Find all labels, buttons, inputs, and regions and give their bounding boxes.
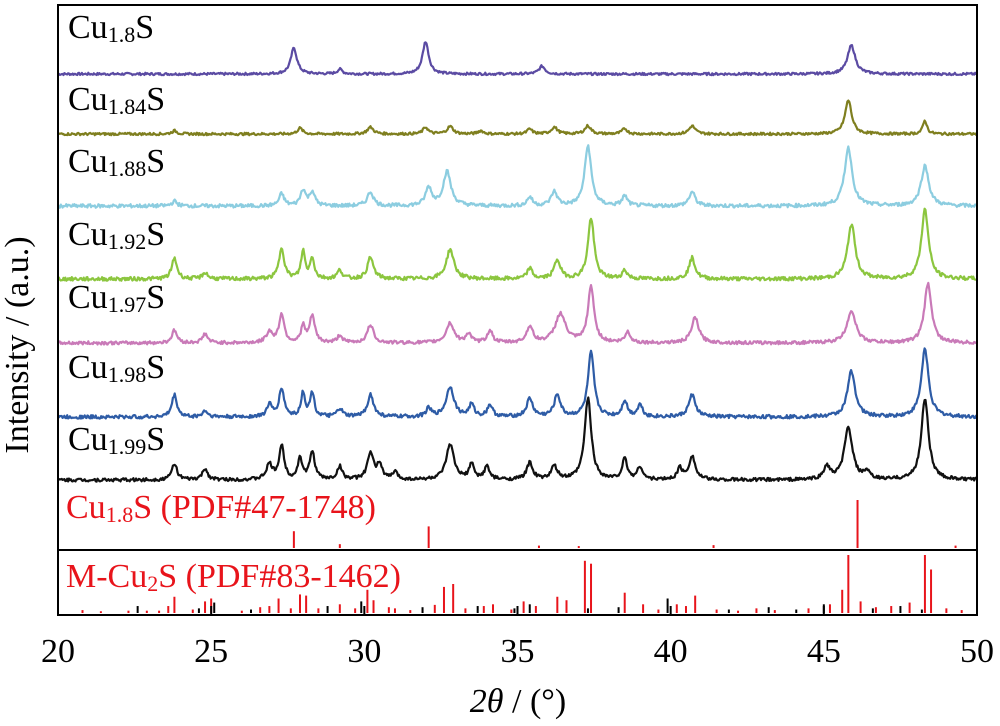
reference-label-0: Cu1.8S (PDF#47-1748) (66, 489, 376, 527)
x-axis-label: 2θ / (°) (470, 683, 566, 720)
series-label-base: Cu (68, 421, 108, 458)
series-line-1 (57, 99, 979, 137)
series-label-base: Cu (68, 349, 108, 386)
series-label-base: Cu (68, 9, 108, 46)
reference-label-tail: S (PDF#47-1748) (133, 489, 376, 526)
x-axis-label-italic: 2θ (470, 683, 504, 720)
x-tick-label-2: 30 (347, 633, 381, 670)
series-label-2: Cu1.88S (68, 143, 165, 181)
series-labels: Cu1.8SCu1.84SCu1.88SCu1.92SCu1.97SCu1.98… (68, 9, 165, 459)
series-label-sub: 1.88 (108, 156, 147, 181)
series-line-5 (57, 347, 978, 420)
series-label-sub: 1.84 (108, 94, 147, 119)
reference-label-sub: 2 (147, 571, 158, 596)
series-line-6 (57, 396, 978, 483)
series-label-tail: S (135, 9, 154, 46)
series-label-3: Cu1.92S (68, 216, 165, 254)
series-line-0 (57, 41, 978, 77)
series-label-4: Cu1.97S (68, 279, 165, 317)
series-line-3 (57, 207, 978, 282)
series-label-sub: 1.99 (108, 434, 147, 459)
series-label-1: Cu1.84S (68, 81, 165, 119)
series-label-base: Cu (68, 81, 108, 118)
x-axis-ticks: 20 25 30 35 40 45 50 (41, 606, 994, 670)
series-label-6: Cu1.99S (68, 421, 165, 459)
reference-label-base: M-Cu (66, 558, 147, 595)
reference-label-1: M-Cu2S (PDF#83-1462) (66, 558, 401, 596)
series-label-sub: 1.92 (108, 229, 147, 254)
x-tick-label-3: 35 (501, 633, 535, 670)
x-tick-label-0: 20 (41, 633, 75, 670)
series-label-tail: S (146, 421, 165, 458)
x-tick-label-5: 45 (807, 633, 841, 670)
series-label-sub: 1.8 (108, 22, 136, 47)
series-label-base: Cu (68, 279, 108, 316)
series-label-tail: S (146, 349, 165, 386)
series-label-5: Cu1.98S (68, 349, 165, 387)
reference-label-sub: 1.8 (106, 502, 134, 527)
reference-layer (81, 500, 963, 613)
x-tick-label-4: 40 (654, 633, 688, 670)
series-line-2 (57, 144, 978, 209)
y-axis-label: Intensity / (a.u.) (0, 236, 36, 453)
reference-labels: Cu1.8S (PDF#47-1748) M-Cu2S (PDF#83-1462) (66, 489, 401, 596)
series-layer (57, 41, 979, 483)
series-label-base: Cu (68, 143, 108, 180)
x-axis-label-rest: / (°) (504, 683, 567, 720)
series-label-tail: S (146, 81, 165, 118)
series-label-tail: S (146, 143, 165, 180)
reference-label-base: Cu (66, 489, 106, 526)
series-label-sub: 1.98 (108, 362, 147, 387)
x-tick-label-1: 25 (194, 633, 228, 670)
series-label-tail: S (146, 279, 165, 316)
x-tick-label-6: 50 (960, 633, 994, 670)
series-label-tail: S (146, 216, 165, 253)
series-label-sub: 1.97 (108, 292, 147, 317)
series-label-0: Cu1.8S (68, 9, 154, 47)
reference-label-tail: S (PDF#83-1462) (158, 558, 401, 595)
series-line-4 (57, 281, 978, 346)
series-label-base: Cu (68, 216, 108, 253)
